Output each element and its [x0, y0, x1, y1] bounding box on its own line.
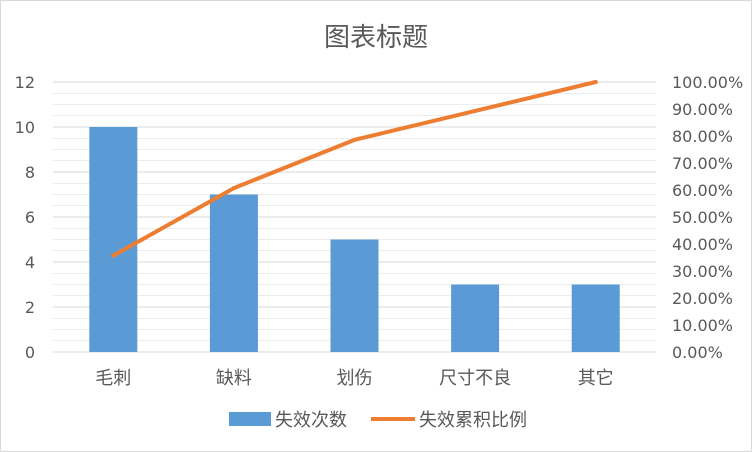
right-tick-label: 10.00% — [672, 316, 733, 335]
bar-series — [89, 127, 620, 352]
right-tick-label: 80.00% — [672, 127, 733, 146]
right-axis-ticks: 0.00% 10.00% 20.00% 30.00% 40.00% 50.00% 60.00… — [672, 73, 743, 362]
left-axis-ticks: 0 2 4 6 8 10 12 — [15, 73, 35, 362]
left-tick-label: 4 — [25, 253, 35, 272]
right-tick-label: 30.00% — [672, 262, 733, 281]
legend-bar-label: 失效次数 — [275, 410, 347, 431]
left-tick-label: 0 — [25, 343, 35, 362]
right-tick-label: 50.00% — [672, 208, 733, 227]
bar — [330, 239, 379, 352]
bar — [89, 127, 138, 352]
bar — [571, 284, 620, 352]
category-label: 划伤 — [337, 368, 373, 389]
right-tick-label: 20.00% — [672, 289, 733, 308]
category-label: 尺寸不良 — [439, 368, 511, 389]
right-tick-label: 90.00% — [672, 100, 733, 119]
category-label: 毛刺 — [95, 368, 131, 389]
legend-line-label: 失效累积比例 — [419, 410, 527, 431]
left-tick-label: 8 — [25, 163, 35, 182]
right-tick-label: 100.00% — [672, 73, 743, 92]
left-tick-label: 6 — [25, 208, 35, 227]
line-series — [111, 80, 598, 258]
category-label: 缺料 — [216, 368, 252, 389]
legend: 失效次数 失效累积比例 — [229, 410, 527, 431]
category-axis-labels: 毛刺 缺料 划伤 尺寸不良 其它 — [95, 368, 613, 389]
right-tick-label: 40.00% — [672, 235, 733, 254]
line-point — [231, 186, 236, 191]
line-point — [473, 108, 478, 113]
bar — [209, 194, 258, 352]
right-tick-label: 60.00% — [672, 181, 733, 200]
gridlines — [53, 81, 656, 353]
category-label: 其它 — [578, 368, 614, 389]
line-point — [111, 253, 116, 258]
legend-bar-swatch — [229, 412, 271, 426]
right-tick-label: 70.00% — [672, 154, 733, 173]
line-point — [352, 137, 357, 142]
left-tick-label: 2 — [25, 298, 35, 317]
chart-title: 图表标题 — [324, 23, 428, 53]
right-tick-label: 0.00% — [672, 343, 723, 362]
line-point — [593, 80, 598, 84]
left-tick-label: 10 — [15, 118, 35, 137]
bar — [451, 284, 500, 352]
cumulative-line — [111, 80, 598, 258]
left-tick-label: 12 — [15, 73, 35, 92]
